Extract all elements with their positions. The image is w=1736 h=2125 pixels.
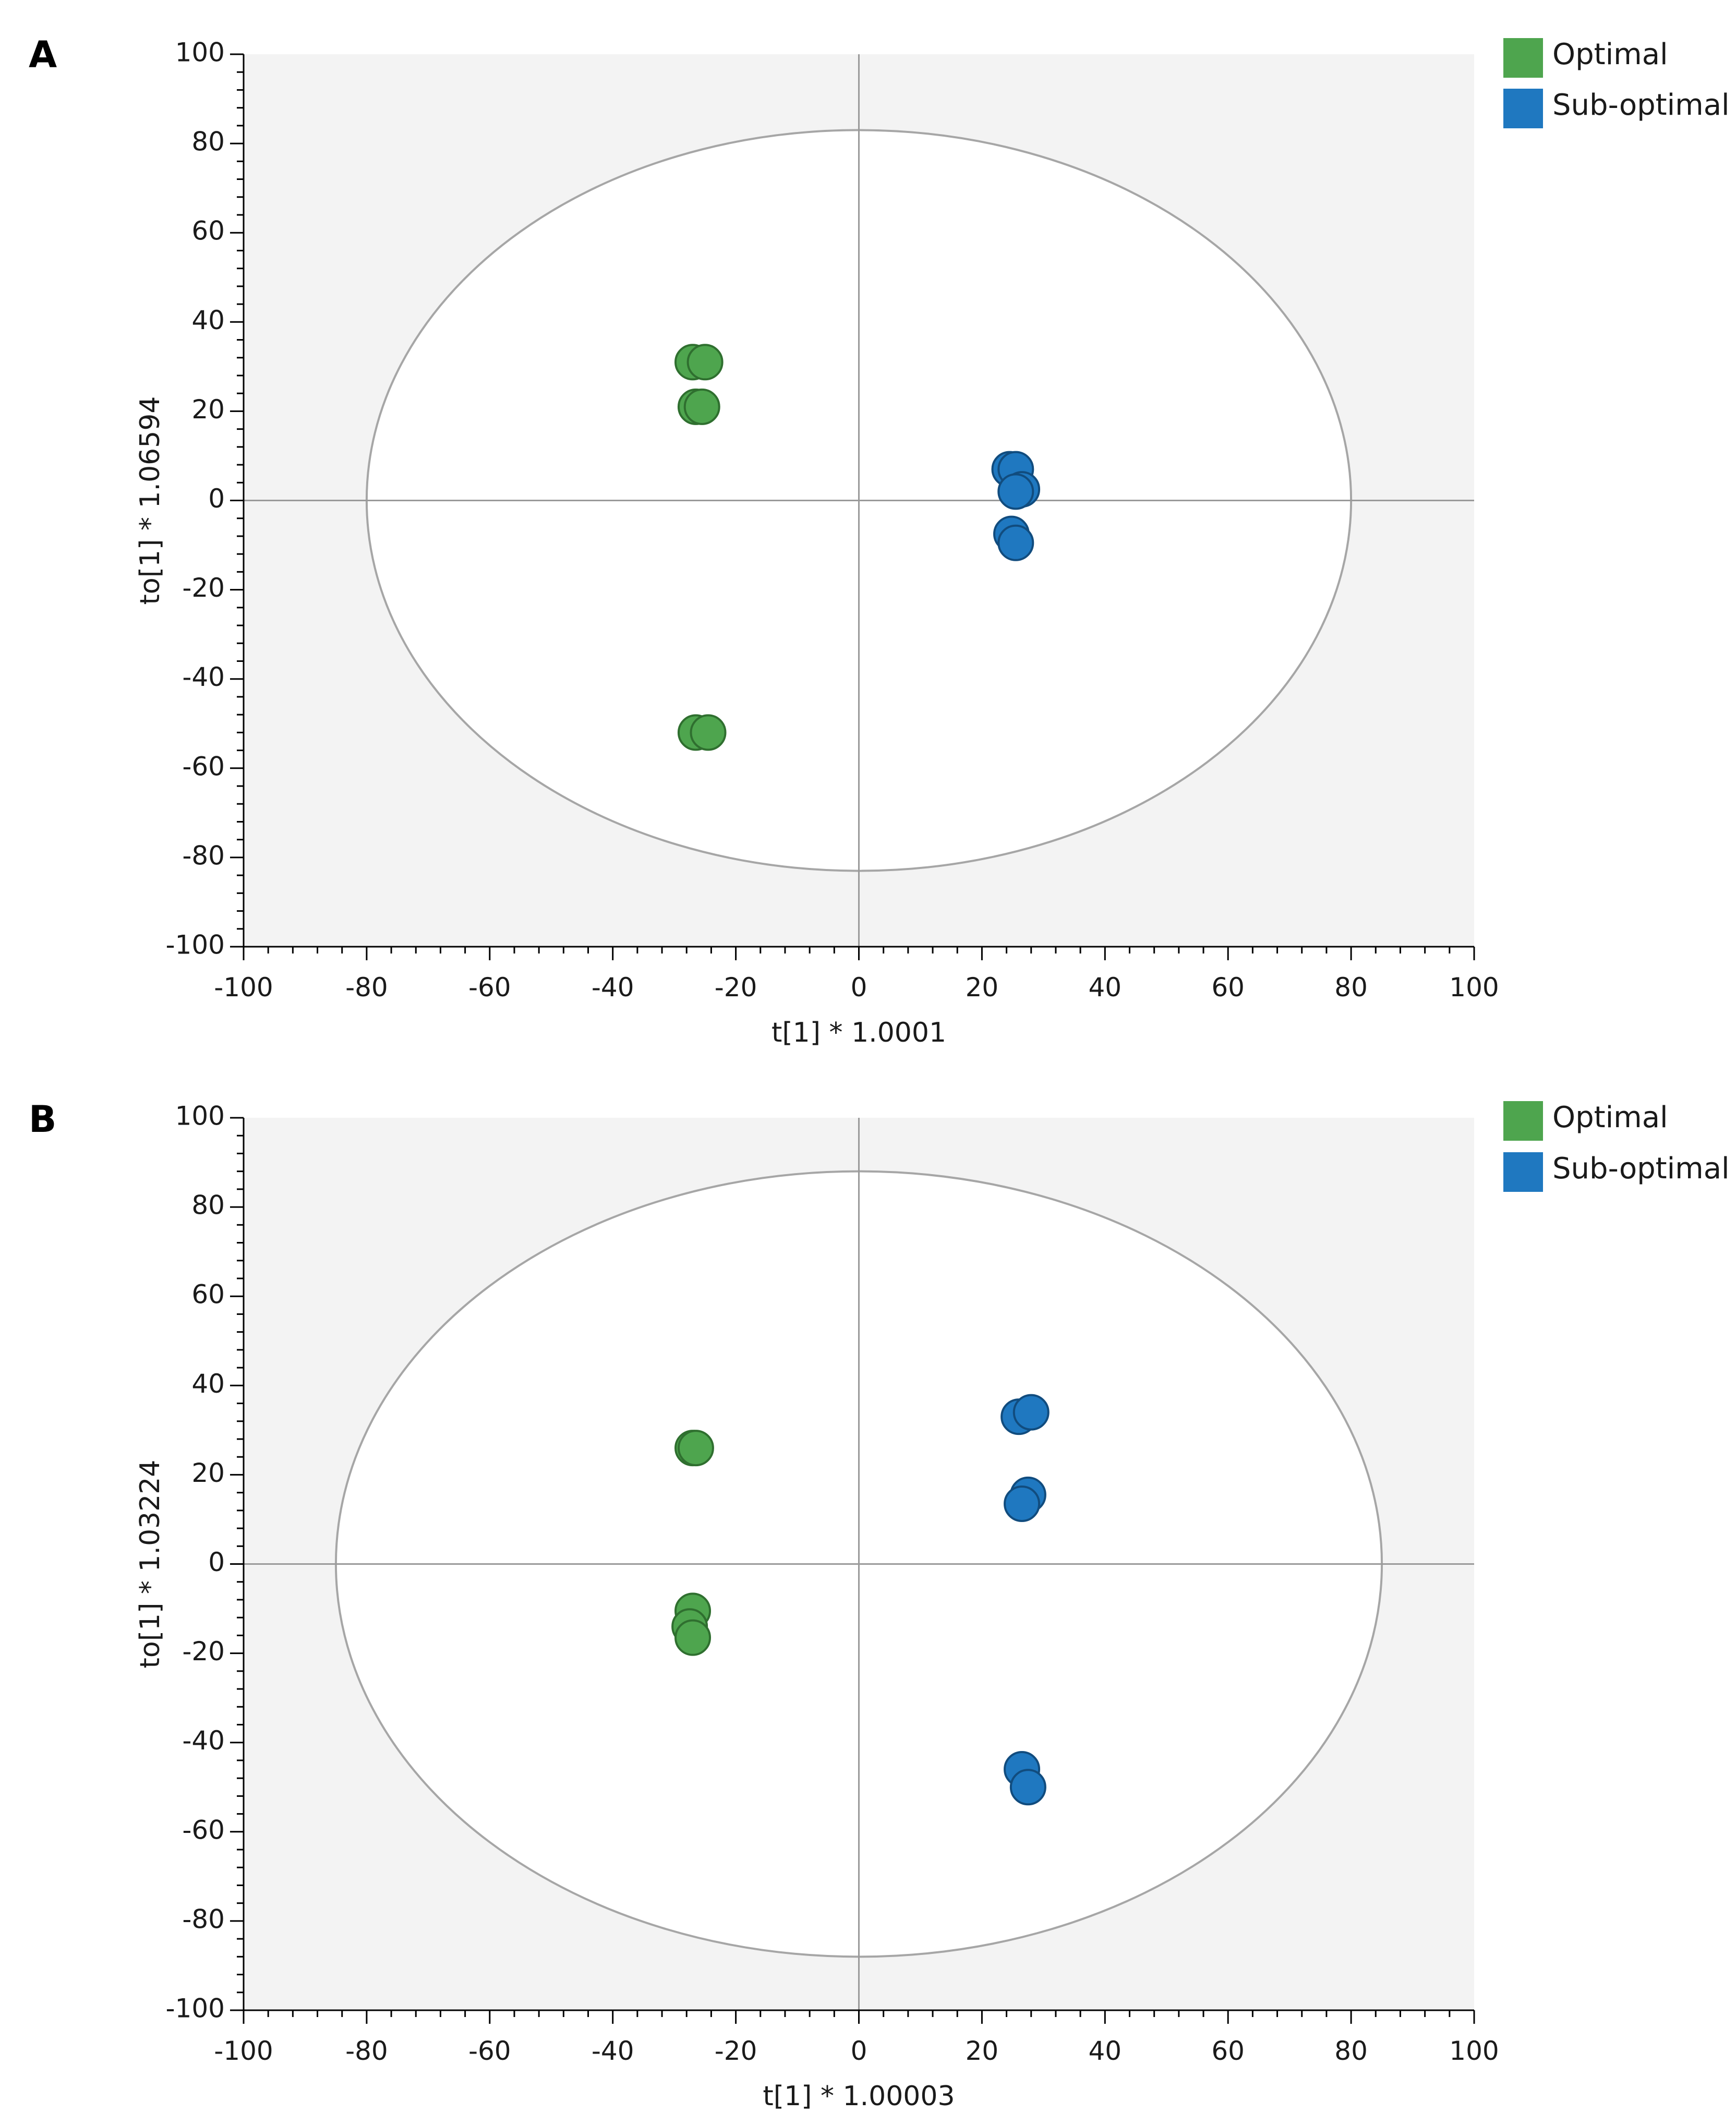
data-point-suboptimal [997,473,1034,510]
y-tick-label: 40 [191,1369,225,1399]
data-point-optimal [677,1430,714,1467]
y-tick-label: 80 [191,127,225,157]
x-tick-label: -60 [468,972,511,1003]
x-tick-label: 80 [1334,2036,1368,2066]
x-tick-label: 20 [966,2036,999,2066]
y-tick-label: 100 [175,38,225,68]
x-tick-label: 40 [1088,972,1122,1003]
y-axis-title: to[1] * 1.03224 [135,1460,166,1669]
x-tick-label: 60 [1211,972,1245,1003]
x-tick-label: 80 [1334,972,1368,1003]
y-tick-label: 0 [208,1547,225,1577]
y-tick-label: -100 [166,930,225,960]
x-axis-title: t[1] * 1.0001 [771,1017,946,1048]
x-axis-title: t[1] * 1.00003 [763,2081,955,2112]
legend-label-suboptimal: Sub-optimal [1552,1152,1730,1186]
panel-label: B [29,1098,56,1141]
x-tick-label: -80 [345,972,388,1003]
legend-label-optimal: Optimal [1552,38,1668,71]
y-tick-label: -100 [166,1994,225,2024]
data-point-optimal [686,344,724,381]
x-tick-label: 100 [1449,2036,1499,2066]
data-point-optimal [674,1619,712,1656]
y-tick-label: -60 [182,751,225,781]
data-point-suboptimal [1004,1486,1041,1523]
y-tick-label: 60 [191,216,225,246]
x-tick-label: -40 [592,972,634,1003]
y-tick-label: 60 [191,1279,225,1310]
x-tick-label: 20 [966,972,999,1003]
x-tick-label: -100 [214,2036,273,2066]
data-point-suboptimal [1009,1769,1046,1806]
panel-label: A [29,33,57,76]
legend-label-suboptimal: Sub-optimal [1552,88,1730,122]
y-tick-label: -20 [182,573,225,603]
x-tick-label: -100 [214,972,273,1003]
y-tick-label: 0 [208,484,225,514]
y-tick-label: 20 [191,1458,225,1488]
x-tick-label: -20 [715,972,757,1003]
y-tick-label: -80 [182,1904,225,1934]
data-point-suboptimal [997,524,1034,561]
legend-swatch-optimal [1503,38,1543,78]
x-tick-label: 100 [1449,972,1499,1003]
x-tick-label: -20 [715,2036,757,2066]
y-tick-label: 40 [191,305,225,335]
panel-b: B -100 -80 -60 -40 -20 0 20 40 60 80 100 -100 -80 -60 -… [29,1098,1730,2112]
data-point-optimal [690,714,727,751]
x-tick-label: 60 [1211,2036,1245,2066]
legend-swatch-suboptimal [1503,89,1543,128]
x-tick-label: -40 [592,2036,634,2066]
data-point-suboptimal [1012,1394,1050,1431]
y-tick-label: -60 [182,1815,225,1845]
y-tick-label: -40 [182,1725,225,1756]
y-tick-label: 20 [191,394,225,425]
x-tick-label: 40 [1088,2036,1122,2066]
x-tick-label: -60 [468,2036,511,2066]
x-tick-label: 0 [851,972,867,1003]
data-point-optimal [683,388,720,425]
y-tick-label: 100 [175,1101,225,1131]
x-tick-label: 0 [851,2036,867,2066]
panel-a: A -100 -80 -60 -40 -20 0 20 40 60 80 100 -100 -80 -60 -… [29,33,1730,1048]
x-tick-label: -80 [345,2036,388,2066]
legend-swatch-optimal [1503,1101,1543,1141]
y-axis-title: to[1] * 1.06594 [135,396,166,605]
y-tick-label: -40 [182,662,225,692]
y-tick-label: -20 [182,1636,225,1667]
legend-swatch-suboptimal [1503,1152,1543,1192]
legend-label-optimal: Optimal [1552,1101,1668,1134]
y-tick-label: -80 [182,840,225,871]
y-tick-label: 80 [191,1190,225,1221]
